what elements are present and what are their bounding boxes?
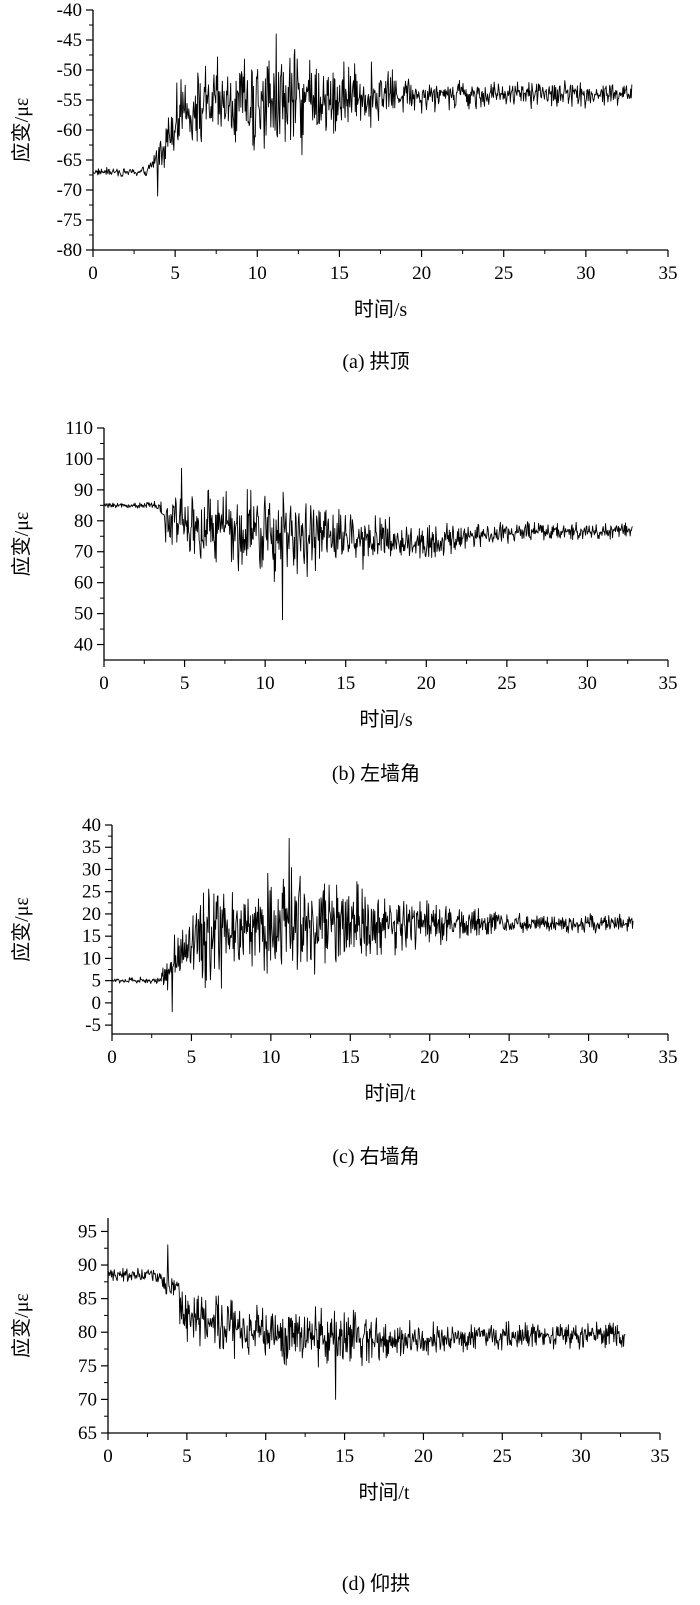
series-line: [111, 837, 634, 1013]
y-tick-label: 95: [78, 1221, 97, 1242]
y-tick-label: 110: [65, 418, 93, 439]
y-tick-label: 40: [74, 635, 93, 656]
x-tick-label: 5: [180, 673, 190, 694]
y-axis-label: 应变/με: [10, 98, 33, 163]
x-tick-label: 15: [335, 1446, 354, 1467]
y-tick-label: 75: [78, 1356, 97, 1377]
x-tick-label: 0: [88, 263, 98, 284]
x-tick-label: 20: [414, 1446, 433, 1467]
y-tick-label: 5: [92, 971, 102, 992]
x-tick-label: 5: [182, 1446, 192, 1467]
x-tick-label: 35: [659, 1047, 678, 1068]
y-tick-label: -40: [57, 0, 82, 21]
y-tick-label: 10: [82, 948, 101, 969]
y-tick-label: 15: [82, 926, 101, 947]
chart-panel-2: 0 5 10 15 20 25 30 35 40 50 60 70 80 90 100 110 时间/s 应变/μ…: [10, 418, 678, 785]
y-tick-label: 60: [74, 573, 93, 594]
x-axis-label: 时间/s: [354, 298, 408, 321]
x-tick-label: 30: [576, 263, 595, 284]
x-tick-label: 10: [256, 1446, 275, 1467]
y-tick-label: 25: [82, 882, 101, 903]
y-tick-label: 40: [82, 815, 101, 836]
x-tick-label: 25: [500, 1047, 519, 1068]
x-tick-label: 35: [659, 263, 678, 284]
series-line: [107, 1244, 626, 1400]
x-tick-label: 30: [578, 673, 597, 694]
x-tick-label: 15: [330, 263, 349, 284]
y-tick-label: 20: [82, 904, 101, 925]
subfigure-caption: (a) 拱顶: [342, 350, 409, 373]
y-tick-label: -70: [57, 180, 82, 201]
x-tick-label: 30: [579, 1047, 598, 1068]
x-tick-label: 5: [170, 263, 180, 284]
x-tick-label: 25: [493, 1446, 512, 1467]
y-tick-label: -45: [57, 30, 82, 51]
x-tick-label: 25: [494, 263, 513, 284]
y-tick-label: 85: [78, 1289, 97, 1310]
subfigure-caption: (b) 左墙角: [332, 762, 420, 785]
x-tick-label: 30: [572, 1446, 591, 1467]
x-tick-label: 0: [103, 1446, 113, 1467]
subfigure-caption: (c) 右墙角: [332, 1145, 419, 1168]
y-tick-label: 70: [74, 542, 93, 563]
y-tick-label: 65: [78, 1423, 97, 1444]
y-tick-label: -60: [57, 120, 82, 141]
chart-panel-1: 0 5 10 15 20 25 30 35 -80 -75 -70 -65 -60 -55 -50 -45 -4…: [10, 0, 678, 373]
y-tick-label: -65: [57, 150, 82, 171]
x-tick-label: 20: [420, 1047, 439, 1068]
x-tick-label: 20: [412, 263, 431, 284]
x-tick-label: 5: [187, 1047, 197, 1068]
x-tick-label: 10: [248, 263, 267, 284]
y-tick-label: -75: [57, 210, 82, 231]
series-line: [92, 33, 633, 197]
chart-panel-3: 0 5 10 15 20 25 30 35-50510152025303540时间/t应变/μ…: [10, 815, 678, 1168]
y-tick-label: 70: [78, 1389, 97, 1410]
y-tick-label: 90: [78, 1255, 97, 1276]
x-tick-label: 15: [336, 673, 355, 694]
y-tick-label: 35: [82, 837, 101, 858]
y-tick-label: 80: [78, 1322, 97, 1343]
y-tick-label: 80: [74, 511, 93, 532]
y-tick-label: 90: [74, 480, 93, 501]
y-axis-label: 应变/με: [10, 512, 33, 577]
y-tick-label: -80: [57, 240, 82, 261]
x-tick-label: 10: [261, 1047, 280, 1068]
x-tick-label: 35: [651, 1446, 670, 1467]
y-tick-label: 100: [65, 449, 94, 470]
y-tick-label: 0: [92, 993, 102, 1014]
x-tick-label: 0: [99, 673, 109, 694]
x-tick-label: 35: [659, 673, 678, 694]
x-tick-label: 0: [107, 1047, 117, 1068]
y-tick-label: 50: [74, 604, 93, 625]
x-tick-label: 20: [417, 673, 436, 694]
x-axis-label: 时间/t: [358, 1481, 410, 1504]
x-axis-label: 时间/s: [359, 708, 413, 731]
y-tick-label: -5: [85, 1015, 101, 1036]
x-axis-label: 时间/t: [364, 1082, 416, 1105]
y-tick-label: -55: [57, 90, 82, 111]
chart-panel-4: 0 5 10 15 20 25 30 35 65 70 75 80 85 90 95 时间/t 应变/με (d)…: [10, 1218, 670, 1595]
y-axis-label: 应变/με: [10, 897, 33, 962]
y-tick-label: 30: [82, 859, 101, 880]
x-tick-label: 10: [256, 673, 275, 694]
subfigure-caption: (d) 仰拱: [342, 1572, 410, 1595]
x-tick-label: 25: [497, 673, 516, 694]
y-axis-label: 应变/με: [10, 1293, 33, 1358]
y-tick-label: -50: [57, 60, 82, 81]
series-line: [103, 467, 633, 621]
x-tick-label: 15: [341, 1047, 360, 1068]
